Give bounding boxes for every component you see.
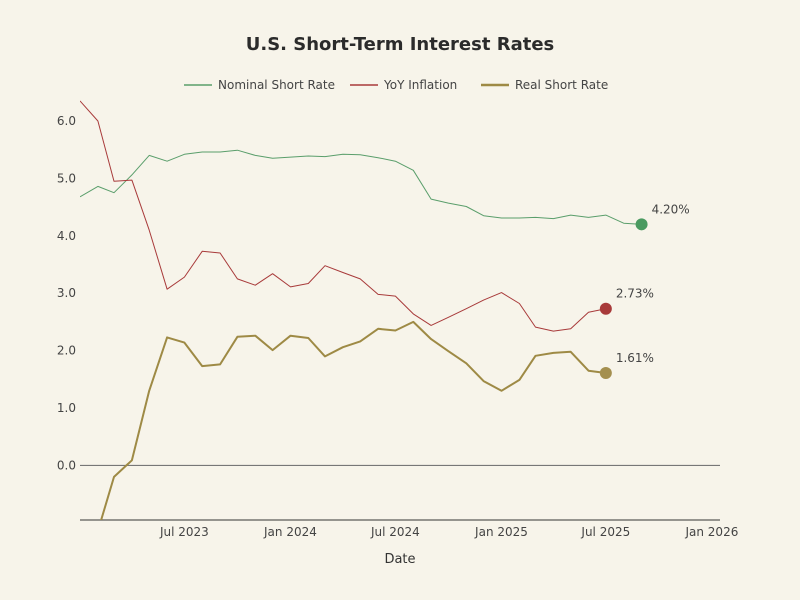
- x-tick-label: Jan 2026: [684, 525, 738, 539]
- series-line-nominal-short-rate: [80, 149, 642, 225]
- y-tick-label: 1.0: [57, 401, 76, 415]
- x-tick-label: Jan 2024: [263, 525, 317, 539]
- x-axis: Jul 2023 Jan 2024 Jul 2024 Jan 2025 Jul 2025…: [159, 525, 738, 539]
- x-axis-title: Date: [384, 552, 415, 567]
- series-end-marker: [635, 218, 648, 231]
- y-tick-label: 4.0: [57, 229, 76, 243]
- series-end-label: 4.20%: [652, 202, 690, 216]
- legend: Nominal Short Rate YoY Inflation Real Shor…: [184, 78, 608, 92]
- series-end-marker: [599, 302, 612, 315]
- x-tick-label: Jul 2025: [580, 525, 630, 539]
- plot-area: [80, 100, 642, 520]
- series-end-label: 2.73%: [616, 287, 654, 301]
- series-end-label: 1.61%: [616, 351, 654, 365]
- series-end-marker: [599, 367, 612, 380]
- y-tick-label: 5.0: [57, 171, 76, 185]
- legend-label: Real Short Rate: [515, 78, 608, 92]
- y-axis: 0.0 1.0 2.0 3.0 4.0 5.0 6.0: [57, 114, 76, 472]
- y-tick-label: 2.0: [57, 344, 76, 358]
- x-tick-label: Jan 2025: [474, 525, 528, 539]
- x-tick-label: Jul 2024: [370, 525, 420, 539]
- series-line-real-short-rate: [100, 320, 606, 520]
- y-tick-label: 0.0: [57, 458, 76, 472]
- series-group: 4.20% 2.73% 1.61%: [80, 100, 690, 520]
- chart-title: U.S. Short-Term Interest Rates: [246, 34, 555, 55]
- series-line-yoy-inflation: [80, 100, 606, 332]
- x-tick-label: Jul 2023: [159, 525, 209, 539]
- legend-label: YoY Inflation: [383, 78, 457, 92]
- legend-label: Nominal Short Rate: [218, 78, 335, 92]
- y-tick-label: 3.0: [57, 286, 76, 300]
- y-tick-label: 6.0: [57, 114, 76, 128]
